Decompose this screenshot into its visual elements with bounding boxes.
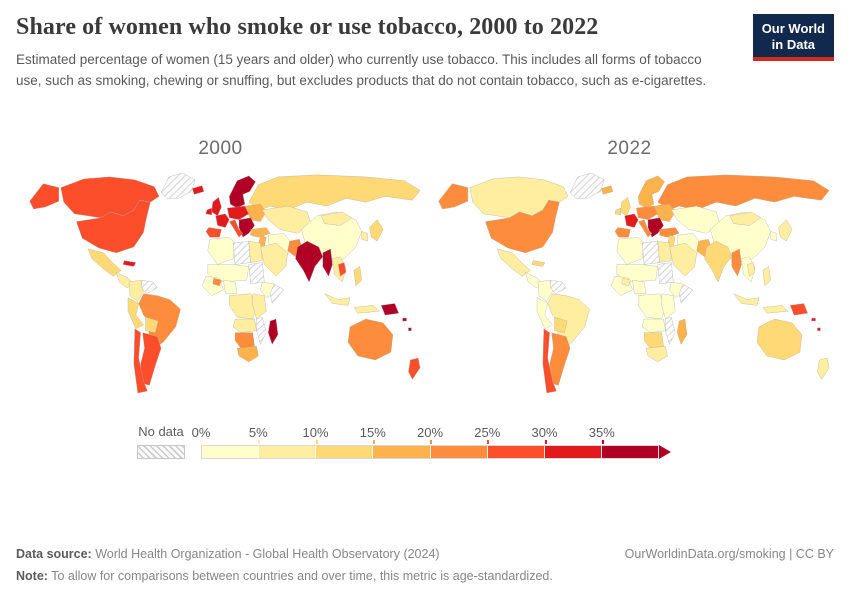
no-data-label: No data (138, 423, 184, 439)
legend-segment-30 (543, 445, 601, 458)
map-year-label-2022: 2022 (607, 137, 652, 159)
color-legend: No data 0% 5% 10% 15% 20% 25% 30% 35% (137, 424, 834, 459)
legend-tick-mark (601, 439, 604, 444)
footer-note-row: Note: To allow for comparisons between c… (16, 566, 834, 588)
legend-tick-label: 35% (588, 424, 615, 440)
legend-tick-label: 20% (416, 424, 444, 440)
legend-segments (201, 444, 659, 459)
data-source-label: Data source: (16, 547, 92, 562)
page-title: Share of women who smoke or use tobacco,… (16, 14, 599, 40)
footer-source-row: Data source: World Health Organization -… (16, 544, 834, 566)
legend-segment-0 (202, 445, 259, 458)
data-source: Data source: World Health Organization -… (16, 547, 440, 562)
world-map-2022[interactable] (425, 172, 834, 396)
legend-tick-mark (258, 439, 261, 444)
legend-tick-label: 10% (302, 424, 329, 440)
legend-tick-label: 25% (474, 424, 501, 440)
legend-tick-mark (201, 439, 203, 444)
legend-segment-20 (429, 445, 487, 458)
owid-logo-line2: in Data (771, 36, 816, 52)
legend-tick-mark (544, 439, 547, 444)
legend-tick-mark (487, 439, 490, 444)
chart-subtitle: Estimated percentage of women (15 years … (16, 52, 707, 88)
legend-tick-mark (430, 439, 432, 444)
map-panel-2022: 2022 (425, 138, 834, 396)
note-label: Note: (16, 569, 48, 584)
legend-segment-5 (258, 445, 316, 458)
legend-tick-mark (372, 439, 375, 444)
map-panel-2000: 2000 (16, 138, 425, 396)
legend-tick-label: 30% (531, 424, 558, 440)
owid-link[interactable]: OurWorldinData.org/smoking | CC BY (624, 547, 834, 562)
legend-tick-label: 5% (248, 424, 268, 440)
legend-segment-35 (600, 445, 658, 458)
legend-arrow (659, 444, 671, 459)
header: Share of women who smoke or use tobacco,… (16, 14, 834, 92)
map-year-label-2000: 2000 (198, 137, 243, 159)
legend-segment-25 (486, 445, 544, 458)
maps-row: 2000 (16, 138, 834, 396)
legend-segment-10 (315, 445, 373, 458)
legend-tick-label: 0% (191, 424, 211, 440)
note: Note: To allow for comparisons between c… (16, 569, 553, 584)
legend-no-data: No data (137, 424, 185, 459)
owid-logo-line1: Our World (761, 21, 825, 36)
legend-colorbar: 0% 5% 10% 15% 20% 25% 30% 35% (192, 424, 673, 459)
legend-segment-15 (372, 445, 430, 458)
world-map-2000[interactable] (16, 172, 425, 396)
owid-logo: Our World in Data (752, 14, 834, 62)
footer: Data source: World Health Organization -… (16, 544, 834, 588)
legend-tick-label: 15% (359, 424, 386, 440)
legend-tick-mark (315, 439, 318, 444)
no-data-swatch (137, 444, 185, 459)
